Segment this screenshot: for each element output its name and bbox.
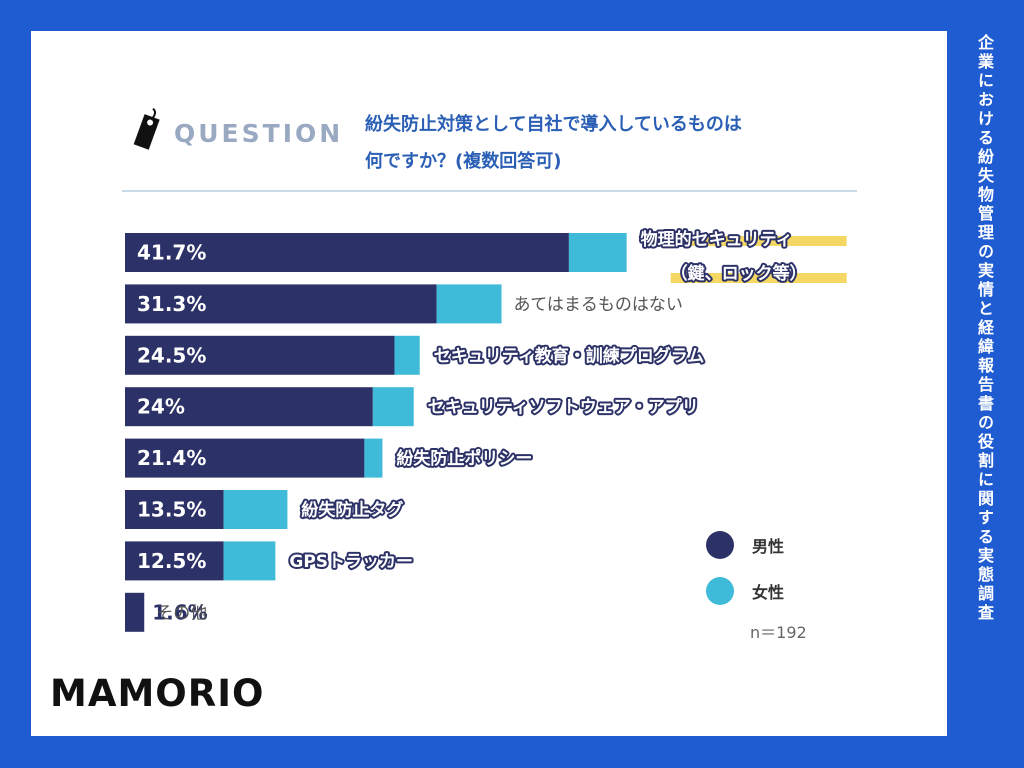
label-highlight xyxy=(670,273,847,283)
question-text: 紛失防止対策として自社で導入しているものは 何ですか？(複数回答可) xyxy=(365,106,885,180)
bar-female xyxy=(372,387,414,427)
data-label: 24% xyxy=(137,395,185,419)
category-label: セキュリティ教育・訓練プログラム xyxy=(434,345,704,366)
bar-female xyxy=(223,490,288,529)
category-label: 紛失防止タグ xyxy=(301,500,403,521)
data-label: 21.4% xyxy=(137,446,206,470)
bar-male xyxy=(125,592,145,632)
chart-card xyxy=(31,31,947,736)
category-label: 物理的セキュリティ xyxy=(641,229,793,250)
legend-swatch-female xyxy=(706,577,734,605)
bar-male xyxy=(125,387,373,427)
category-label: あてはまるものはない xyxy=(514,295,683,315)
category-label: 紛失防止ポリシー xyxy=(396,448,532,469)
bar-male xyxy=(125,438,365,478)
category-label: GPSトラッカー xyxy=(289,552,413,572)
bar-female xyxy=(568,233,627,272)
category-label: その他 xyxy=(156,603,207,623)
legend-item-male: 男性 xyxy=(706,522,784,568)
question-label: QUESTION xyxy=(174,119,344,148)
bar-male xyxy=(125,233,569,272)
legend-item-female: 女性 xyxy=(706,568,784,614)
legend-label-female: 女性 xyxy=(752,583,785,602)
bar-male xyxy=(125,490,224,529)
data-label: 1.6% xyxy=(152,600,207,624)
bar-male xyxy=(125,335,395,375)
legend: 男性 女性 xyxy=(706,522,784,614)
category-label: セキュリティソフトウェア・アプリ xyxy=(428,397,699,418)
bar-female xyxy=(436,284,502,324)
bar-female xyxy=(394,335,420,375)
data-label: 31.3% xyxy=(137,292,206,316)
data-label: 24.5% xyxy=(137,343,206,367)
category-label: （鍵、ロック等） xyxy=(671,263,807,284)
divider xyxy=(122,190,857,192)
data-label: 12.5% xyxy=(137,549,206,573)
logo: MAMORIO xyxy=(50,672,265,715)
legend-swatch-male xyxy=(706,531,734,559)
bar-male xyxy=(125,541,224,581)
question-line-1: 紛失防止対策として自社で導入しているものは xyxy=(365,114,742,135)
data-label: 41.7% xyxy=(137,241,206,265)
tag-icon xyxy=(133,108,160,150)
sample-size: n＝192 xyxy=(750,623,807,642)
bar-female xyxy=(364,438,383,478)
label-highlight xyxy=(648,236,847,246)
bar-female xyxy=(223,541,276,581)
question-line-2: 何ですか？(複数回答可) xyxy=(365,151,562,172)
data-label: 13.5% xyxy=(137,498,206,522)
legend-label-male: 男性 xyxy=(752,537,785,556)
survey-title: 企業における紛失物管理の実情と経緯報告書の役割に関する実態調査 xyxy=(975,34,994,623)
bar-male xyxy=(125,284,437,324)
